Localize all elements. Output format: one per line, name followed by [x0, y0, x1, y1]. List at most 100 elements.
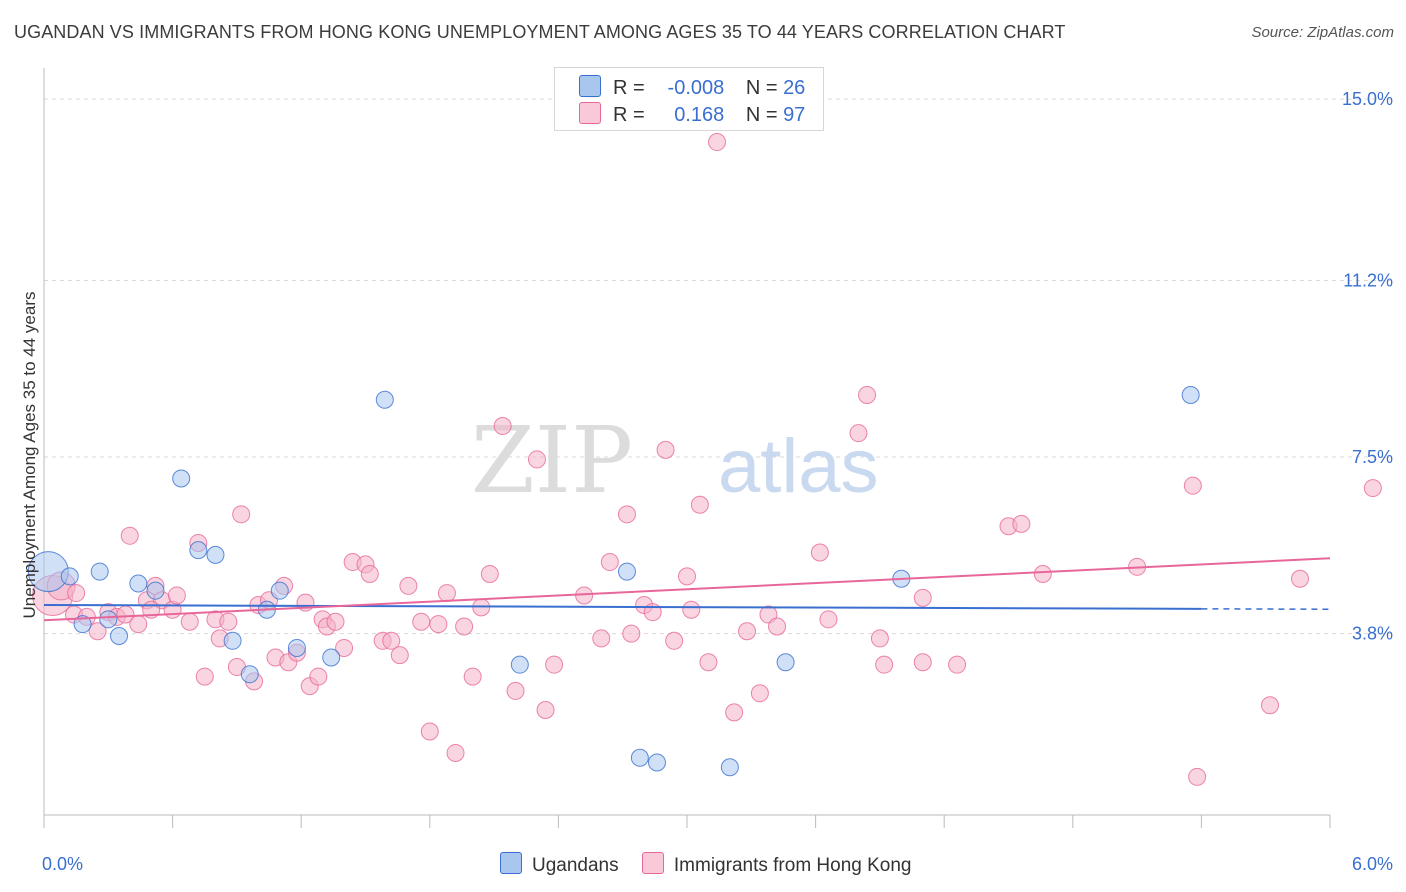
point-ugandan — [110, 627, 129, 646]
point-hongkong — [913, 588, 932, 607]
point-hongkong — [1260, 696, 1279, 715]
point-hongkong — [399, 576, 418, 595]
point-hongkong — [527, 450, 546, 469]
legend-r-label: R = — [613, 77, 645, 99]
point-ugandan — [1181, 386, 1200, 404]
point-hongkong — [1033, 564, 1052, 583]
point-hongkong — [335, 638, 354, 657]
point-hongkong — [326, 612, 345, 631]
point-hongkong — [463, 667, 482, 686]
point-hongkong — [120, 526, 139, 545]
point-hongkong — [1183, 476, 1202, 495]
point-hongkong — [1188, 767, 1207, 786]
legend-r-label: R = — [613, 104, 645, 126]
axes — [43, 68, 1331, 828]
point-ugandan — [322, 648, 341, 667]
x-tick-labels: 0.0% 6.0% — [42, 854, 1393, 874]
point-hongkong — [545, 655, 564, 674]
series-ugandans-points — [27, 386, 1200, 777]
point-ugandan — [60, 567, 79, 586]
point-ugandan — [630, 748, 649, 767]
point-hongkong — [129, 615, 148, 634]
point-hongkong — [665, 631, 684, 650]
point-hongkong — [219, 612, 238, 631]
point-ugandan — [287, 638, 306, 657]
trend-lines — [43, 557, 1331, 622]
point-ugandan — [647, 753, 666, 772]
point-hongkong — [708, 133, 727, 152]
legend-r-value-hongkong: 0.168 — [674, 104, 725, 126]
point-hongkong — [725, 703, 744, 722]
y-tick-label: 7.5% — [1352, 447, 1393, 467]
legend-item-hongkong: Immigrants from Hong Kong — [641, 852, 912, 877]
legend-swatch-blue — [579, 75, 601, 97]
legend-swatch-pink — [641, 852, 664, 874]
trend-line-ugandans — [43, 604, 1202, 610]
point-ugandan — [223, 631, 242, 650]
legend-r-value-ugandans: -0.008 — [667, 77, 725, 99]
point-hongkong — [493, 417, 512, 436]
point-hongkong — [195, 667, 214, 686]
point-hongkong — [67, 584, 86, 603]
legend-swatch-blue — [500, 852, 522, 874]
point-hongkong — [180, 612, 199, 631]
point-hongkong — [506, 681, 525, 700]
point-hongkong — [88, 622, 107, 641]
x-tick-label-min: 0.0% — [42, 854, 83, 874]
point-hongkong — [858, 386, 877, 404]
trend-line-hongkong — [43, 557, 1331, 622]
legend-n-value-hongkong: 97 — [783, 104, 806, 126]
legend-row-ugandans: R = -0.008 N = 26 — [579, 75, 805, 100]
y-axis-label: Unemployment Among Ages 35 to 44 years — [20, 291, 39, 619]
point-hongkong — [600, 553, 619, 572]
point-ugandan — [129, 574, 148, 593]
point-hongkong — [480, 564, 499, 583]
legend-n-label: N = — [745, 104, 778, 126]
point-hongkong — [810, 543, 829, 562]
point-hongkong — [455, 617, 474, 636]
point-hongkong — [232, 505, 251, 524]
point-hongkong — [429, 615, 448, 634]
point-hongkong — [682, 600, 701, 619]
point-hongkong — [875, 655, 894, 674]
point-hongkong — [167, 586, 186, 605]
point-hongkong — [819, 610, 838, 629]
point-hongkong — [617, 505, 636, 524]
y-tick-label: 15.0% — [1342, 89, 1393, 109]
point-ugandan — [172, 469, 191, 488]
point-hongkong — [412, 612, 431, 631]
point-hongkong — [699, 653, 718, 672]
y-tick-labels: 3.8% 7.5% 11.2% 15.0% — [1342, 89, 1393, 644]
point-hongkong — [870, 629, 889, 648]
legend-n-label: N = — [745, 77, 778, 99]
point-hongkong — [309, 667, 328, 686]
point-hongkong — [678, 567, 696, 586]
legend-item-ugandans: Ugandans — [500, 852, 619, 877]
point-ugandan — [99, 610, 118, 629]
point-hongkong — [437, 584, 456, 603]
point-hongkong — [656, 440, 675, 459]
point-hongkong — [690, 495, 709, 514]
point-ugandan — [375, 390, 394, 409]
legend-row-hongkong: R = 0.168 N = 97 — [579, 102, 805, 127]
legend-n-value-ugandans: 26 — [783, 77, 806, 99]
point-ugandan — [189, 541, 208, 560]
point-hongkong — [622, 624, 641, 643]
point-hongkong — [536, 701, 555, 719]
point-hongkong — [750, 684, 769, 703]
point-hongkong — [382, 631, 401, 650]
point-ugandan — [720, 758, 739, 777]
source-label: Source: ZipAtlas.com — [1251, 24, 1394, 41]
point-ugandan — [73, 615, 92, 634]
point-ugandan — [240, 665, 259, 684]
point-hongkong — [849, 424, 868, 443]
point-hongkong — [913, 653, 932, 672]
chart-title: UGANDAN VS IMMIGRANTS FROM HONG KONG UNE… — [14, 22, 1066, 42]
grid-lines — [44, 98, 1395, 635]
point-ugandan — [617, 562, 636, 581]
legend-label-ugandans: Ugandans — [532, 855, 619, 876]
x-tick-label-max: 6.0% — [1352, 854, 1393, 874]
correlation-legend: R = -0.008 N = 26 R = 0.168 N = 97 — [554, 67, 824, 131]
point-hongkong — [1012, 514, 1031, 533]
